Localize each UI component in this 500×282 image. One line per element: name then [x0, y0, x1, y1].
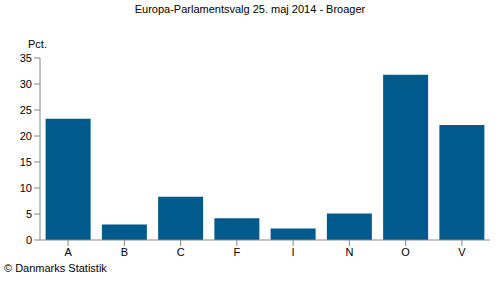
svg-text:O: O — [401, 246, 410, 258]
html-text:Europa-Parlamentsvalg 25. maj: Europa-Parlamentsvalg 25. maj 2014 - Bro… — [134, 3, 366, 15]
svg-text:35: 35 — [20, 52, 32, 64]
svg-text:20: 20 — [20, 130, 32, 142]
svg-text:V: V — [458, 246, 466, 258]
svg-text:25: 25 — [20, 104, 32, 116]
svg-text:N: N — [345, 246, 353, 258]
svg-text:F: F — [234, 246, 241, 258]
svg-text:0: 0 — [26, 234, 32, 246]
svg-text:I: I — [292, 246, 295, 258]
svg-text:5: 5 — [26, 208, 32, 220]
svg-text:30: 30 — [20, 78, 32, 90]
svg-text:10: 10 — [20, 182, 32, 194]
svg-text:C: C — [177, 246, 185, 258]
svg-text:A: A — [64, 246, 72, 258]
svg-text:15: 15 — [20, 156, 32, 168]
html-text:© Danmarks Statistik: © Danmarks Statistik — [4, 262, 107, 274]
svg-text:B: B — [121, 246, 128, 258]
html-text:Pct.: Pct. — [28, 38, 47, 50]
